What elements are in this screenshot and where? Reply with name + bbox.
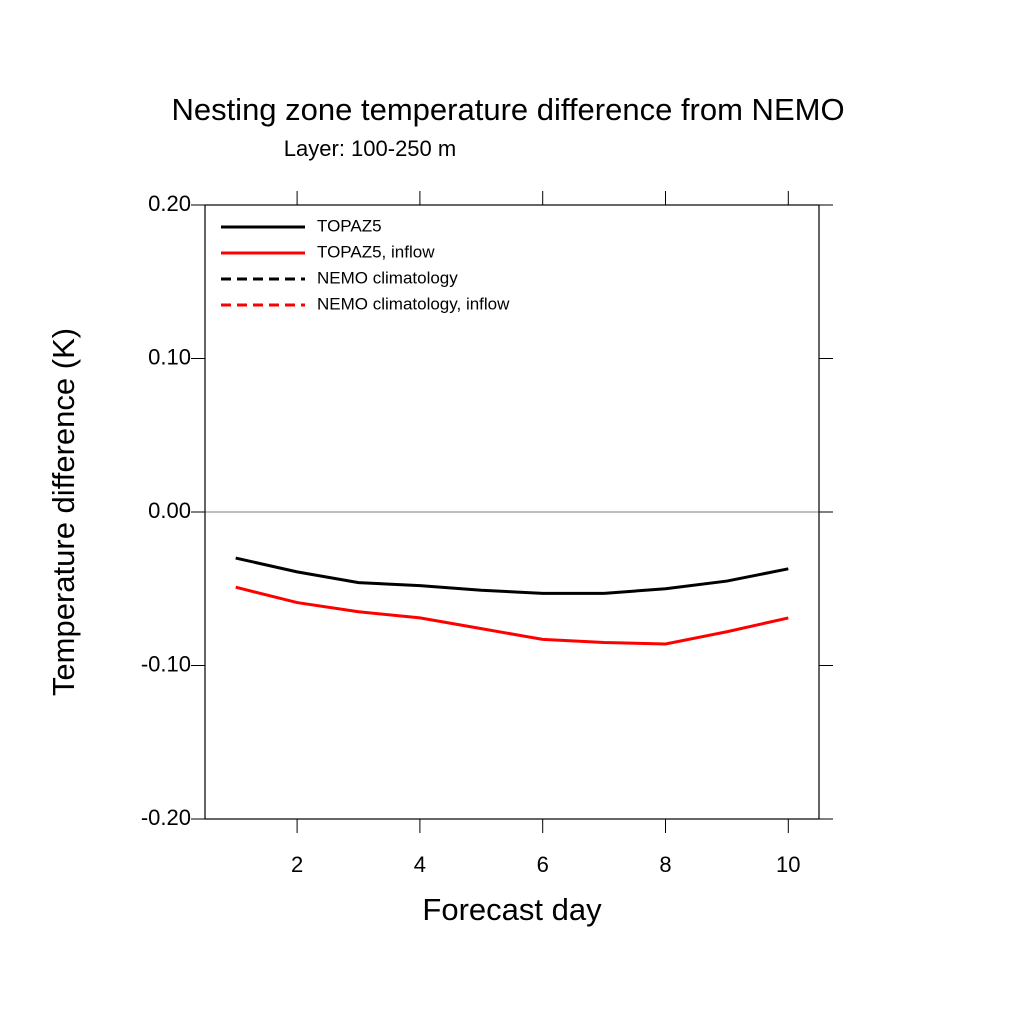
legend-label: TOPAZ5: [317, 216, 382, 235]
x-axis-label: Forecast day: [422, 892, 602, 927]
series-line: [235, 556, 789, 595]
legend-label: NEMO climatology, inflow: [317, 294, 510, 313]
x-tick-label: 6: [537, 852, 549, 877]
y-axis-label: Temperature difference (K): [46, 328, 81, 696]
x-tick-label: 10: [776, 852, 800, 877]
chart-title: Nesting zone temperature difference from…: [171, 92, 844, 127]
y-tick-label: 0.00: [148, 498, 191, 523]
x-tick-label: 8: [659, 852, 671, 877]
legend-label: TOPAZ5, inflow: [317, 242, 435, 261]
y-tick-label: -0.10: [141, 651, 191, 676]
series-line: [235, 585, 789, 646]
x-tick-label: 2: [291, 852, 303, 877]
y-tick-label: 0.10: [148, 344, 191, 369]
legend-label: NEMO climatology: [317, 268, 458, 287]
plot-frame: [204, 204, 820, 820]
y-tick-label: -0.20: [141, 805, 191, 830]
x-tick-label: 4: [414, 852, 426, 877]
y-tick-label: 0.20: [148, 191, 191, 216]
chart-subtitle: Layer: 100-250 m: [284, 136, 456, 161]
